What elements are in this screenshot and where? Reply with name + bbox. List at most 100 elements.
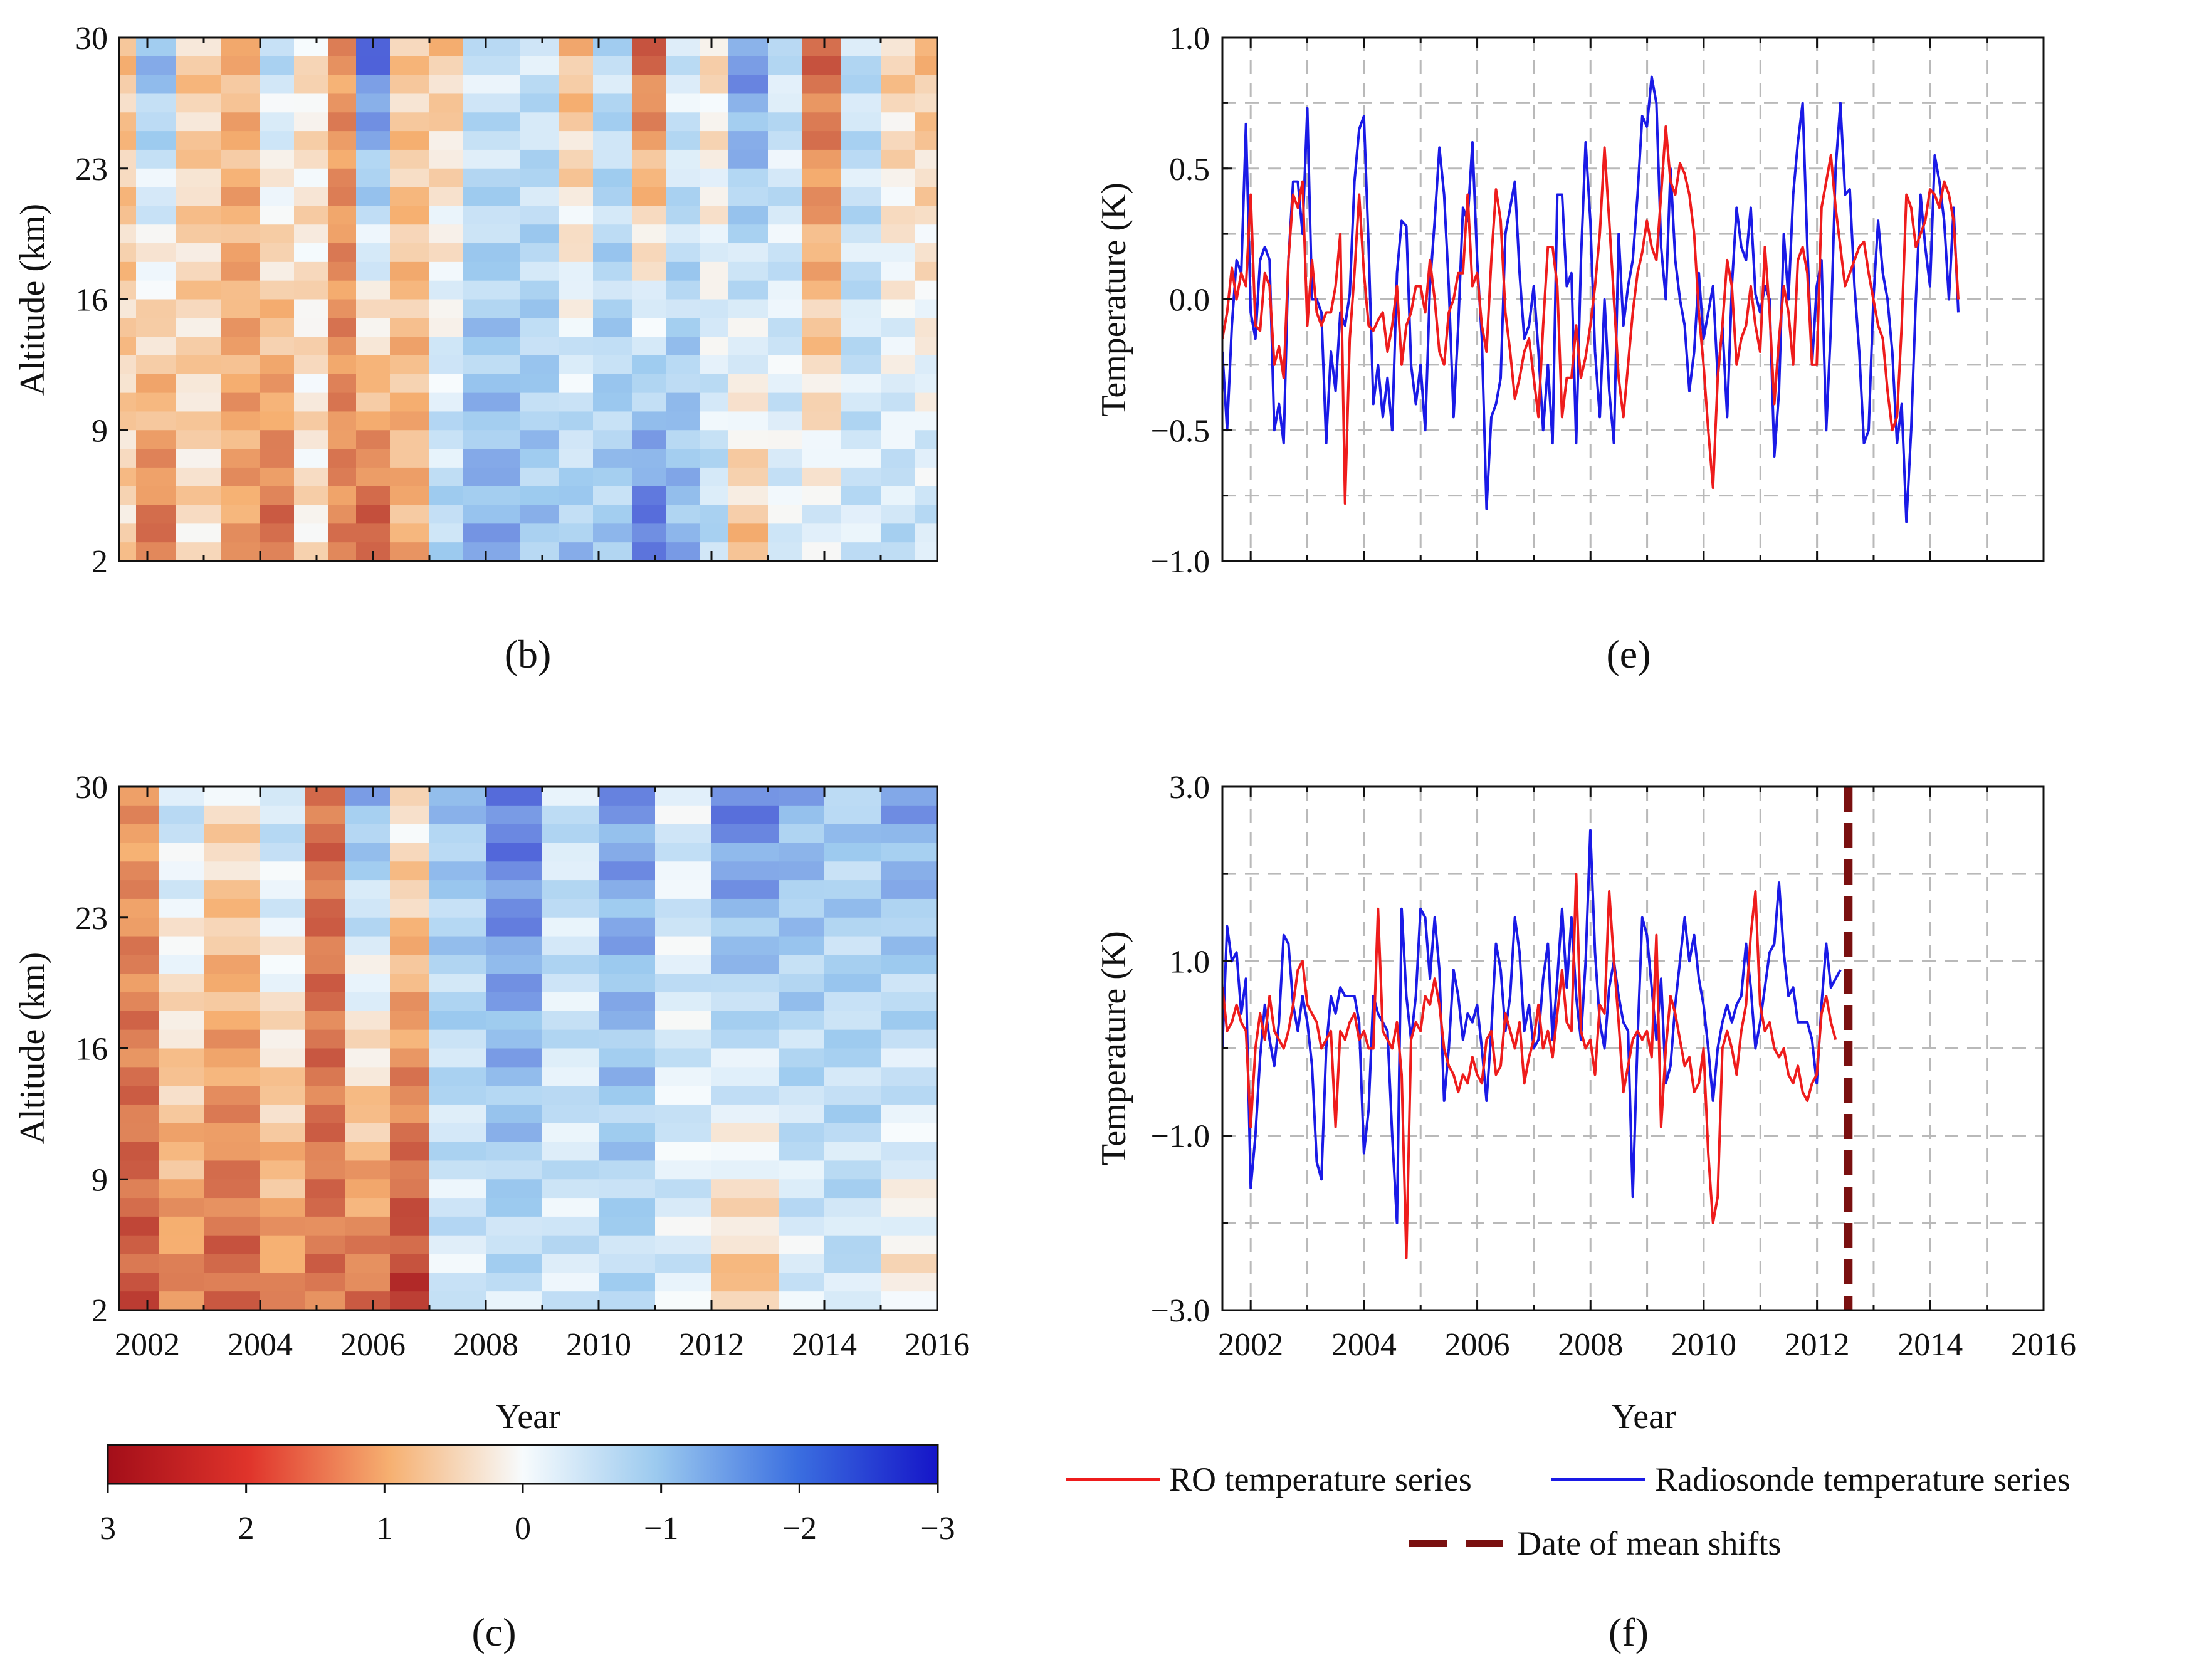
heatmap-cell (655, 824, 712, 844)
panel-c-y-ticks: 2 9 16 23 30 (75, 770, 128, 1329)
x-tick-label: 2014 (792, 1327, 857, 1363)
heatmap-cell (429, 1273, 486, 1292)
heatmap-cell (429, 430, 464, 449)
heatmap-cell (599, 936, 656, 956)
heatmap-cell (593, 112, 633, 132)
heatmap-cell (345, 898, 391, 918)
heatmap-cell (486, 1029, 543, 1049)
heatmap-cell (429, 299, 464, 319)
heatmap-cell (328, 299, 357, 319)
heatmap-cell (429, 505, 464, 525)
heatmap-cell (429, 1123, 486, 1143)
heatmap-cell (841, 187, 881, 207)
heatmap-cell (294, 299, 328, 319)
heatmap-cell (881, 56, 915, 76)
heatmap-cell (119, 974, 159, 993)
heatmap-cell (463, 261, 520, 281)
heatmap-cell (655, 1273, 712, 1292)
heatmap-cell (328, 261, 357, 281)
heatmap-cell (700, 411, 729, 431)
heatmap-cell (779, 805, 825, 825)
heatmap-cell (176, 56, 221, 76)
heatmap-cell (700, 93, 729, 113)
heatmap-cell (779, 1291, 825, 1310)
heatmap-cell (599, 955, 656, 975)
heatmap-cell (655, 1104, 712, 1124)
heatmap-cell (204, 880, 261, 900)
heatmap-cell (260, 75, 295, 95)
heatmap-cell (390, 56, 430, 76)
heatmap-cell (700, 449, 729, 468)
heatmap-cell (176, 38, 221, 57)
heatmap-cell (881, 1011, 937, 1031)
heatmap-cell (204, 1291, 261, 1310)
heatmap-cell (520, 430, 560, 449)
heatmap-cell (728, 374, 769, 394)
heatmap-cell (305, 861, 345, 881)
heatmap-cell (345, 1123, 391, 1143)
y-tick-label: 1.0 (1169, 21, 1210, 56)
heatmap-cell (345, 1235, 391, 1255)
heatmap-cell (328, 206, 357, 226)
heatmap-cell (915, 38, 937, 57)
heatmap-cell (463, 243, 520, 263)
heatmap-cell (666, 523, 701, 543)
heatmap-cell (390, 318, 430, 337)
heatmap-cell (136, 224, 176, 244)
heatmap-cell (294, 149, 328, 169)
heatmap-cell (119, 449, 137, 468)
heatmap-cell (204, 1048, 261, 1068)
heatmap-cell (632, 261, 667, 281)
heatmap-cell (700, 337, 729, 356)
heatmap-cell (841, 337, 881, 356)
heatmap-cell (632, 112, 667, 132)
heatmap-cell (390, 955, 430, 975)
heatmap-cell (779, 898, 825, 918)
heatmap-cell (429, 411, 464, 431)
heatmap-cell (881, 1142, 937, 1162)
heatmap-cell (520, 542, 560, 561)
heatmap-cell (841, 505, 881, 525)
heatmap-cell (463, 206, 520, 226)
heatmap-cell (159, 861, 204, 881)
heatmap-cell (700, 112, 729, 132)
heatmap-cell (136, 299, 176, 319)
heatmap-cell (463, 392, 520, 412)
heatmap-cell (915, 112, 937, 132)
heatmap-cell (429, 843, 486, 863)
heatmap-cell (204, 1067, 261, 1086)
heatmap-cell (559, 542, 594, 561)
heatmap-cell (486, 1216, 543, 1236)
heatmap-cell (593, 337, 633, 356)
heatmap-cell (345, 936, 391, 956)
colorbar-tick-label: 3 (100, 1511, 116, 1546)
heatmap-cell (881, 430, 915, 449)
heatmap-cell (119, 374, 137, 394)
heatmap-cell (356, 280, 391, 300)
heatmap-cell (390, 93, 430, 113)
heatmap-cell (599, 1048, 656, 1068)
heatmap-cell (390, 449, 430, 468)
x-tick-label: 2004 (1331, 1327, 1397, 1363)
colorbar-tick-label: −1 (644, 1511, 678, 1546)
heatmap-cell (260, 131, 295, 150)
heatmap-cell (728, 224, 769, 244)
heatmap-cell (294, 486, 328, 506)
heatmap-cell (700, 486, 729, 506)
heatmap-cell (520, 411, 560, 431)
heatmap-cell (390, 880, 430, 900)
heatmap-cell (486, 898, 543, 918)
panel-c: 2 9 16 23 30 2002 2004 2006 2008 2010 2012 2014 201… (13, 770, 970, 1436)
heatmap-cell (632, 243, 667, 263)
heatmap-cell (632, 168, 667, 188)
heatmap-cell (328, 542, 357, 561)
heatmap-cell (881, 805, 937, 825)
heatmap-cell (802, 56, 842, 76)
heatmap-cell (666, 224, 701, 244)
heatmap-cell (542, 1198, 599, 1217)
heatmap-cell (559, 449, 594, 468)
heatmap-cell (390, 1235, 430, 1255)
heatmap-cell (542, 843, 599, 863)
heatmap-cell (294, 392, 328, 412)
